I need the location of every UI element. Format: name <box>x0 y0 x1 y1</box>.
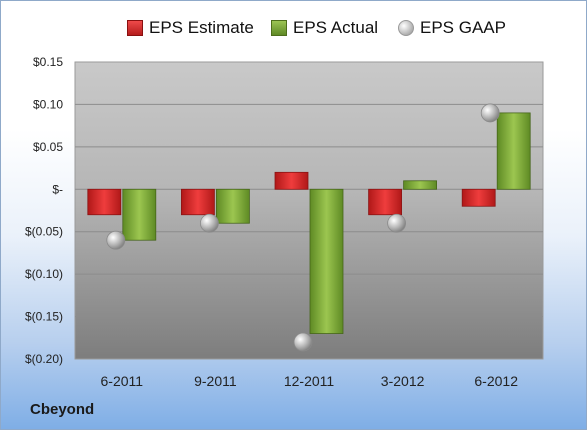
point-eps-gaap <box>293 332 313 352</box>
bar-eps-estimate <box>461 188 496 207</box>
legend-item-eps-actual: EPS Actual <box>271 16 378 40</box>
y-tick-label: $(0.15) <box>25 310 63 324</box>
bar-eps-actual <box>122 188 157 241</box>
point-eps-gaap <box>480 103 500 123</box>
y-axis-ticks: $0.15 $0.10 $0.05 $- $(0.05) $(0.10) $(0.15) $(… <box>25 55 63 366</box>
y-tick-label: $(0.20) <box>25 352 63 366</box>
bar-eps-actual <box>215 188 250 224</box>
gaap-points <box>106 103 500 352</box>
y-tick-label: $0.10 <box>33 97 63 111</box>
x-category-label: 6-2011 <box>101 373 144 389</box>
legend-label-eps-estimate: EPS Estimate <box>149 18 254 37</box>
legend-label-eps-actual: EPS Actual <box>293 18 379 37</box>
y-tick-label: $- <box>52 182 63 196</box>
x-category-label: 12-2011 <box>284 373 335 389</box>
legend-swatch-eps-gaap <box>398 20 414 36</box>
y-tick-label: $(0.10) <box>25 267 63 281</box>
legend-item-eps-gaap: EPS GAAP <box>398 16 506 40</box>
legend-label-eps-gaap: EPS GAAP <box>420 18 506 37</box>
bars <box>87 112 531 334</box>
company-name: Cbeyond <box>30 401 95 418</box>
bar-eps-estimate <box>87 188 122 216</box>
x-axis-categories: 6-2011 9-2011 12-2011 3-2012 6-2012 <box>101 373 519 389</box>
bar-eps-estimate <box>180 188 215 216</box>
bar-eps-estimate <box>368 188 403 216</box>
legend-swatch-eps-estimate <box>127 20 143 36</box>
point-eps-gaap <box>387 213 407 233</box>
point-eps-gaap <box>199 213 219 233</box>
bar-eps-estimate <box>274 171 309 190</box>
legend: EPS Estimate EPS Actual EPS GAAP <box>0 16 587 40</box>
x-category-label: 6-2012 <box>474 373 518 389</box>
y-tick-label: $(0.05) <box>25 225 63 239</box>
point-eps-gaap <box>106 230 126 250</box>
y-tick-label: $0.15 <box>33 55 63 69</box>
x-category-label: 3-2012 <box>381 373 425 389</box>
bar-eps-actual <box>309 188 344 334</box>
bar-eps-actual <box>403 180 438 190</box>
x-category-label: 9-2011 <box>194 373 237 389</box>
y-tick-label: $0.05 <box>33 140 63 154</box>
bar-eps-actual <box>496 112 531 190</box>
legend-item-eps-estimate: EPS Estimate <box>127 16 254 40</box>
legend-swatch-eps-actual <box>271 20 287 36</box>
